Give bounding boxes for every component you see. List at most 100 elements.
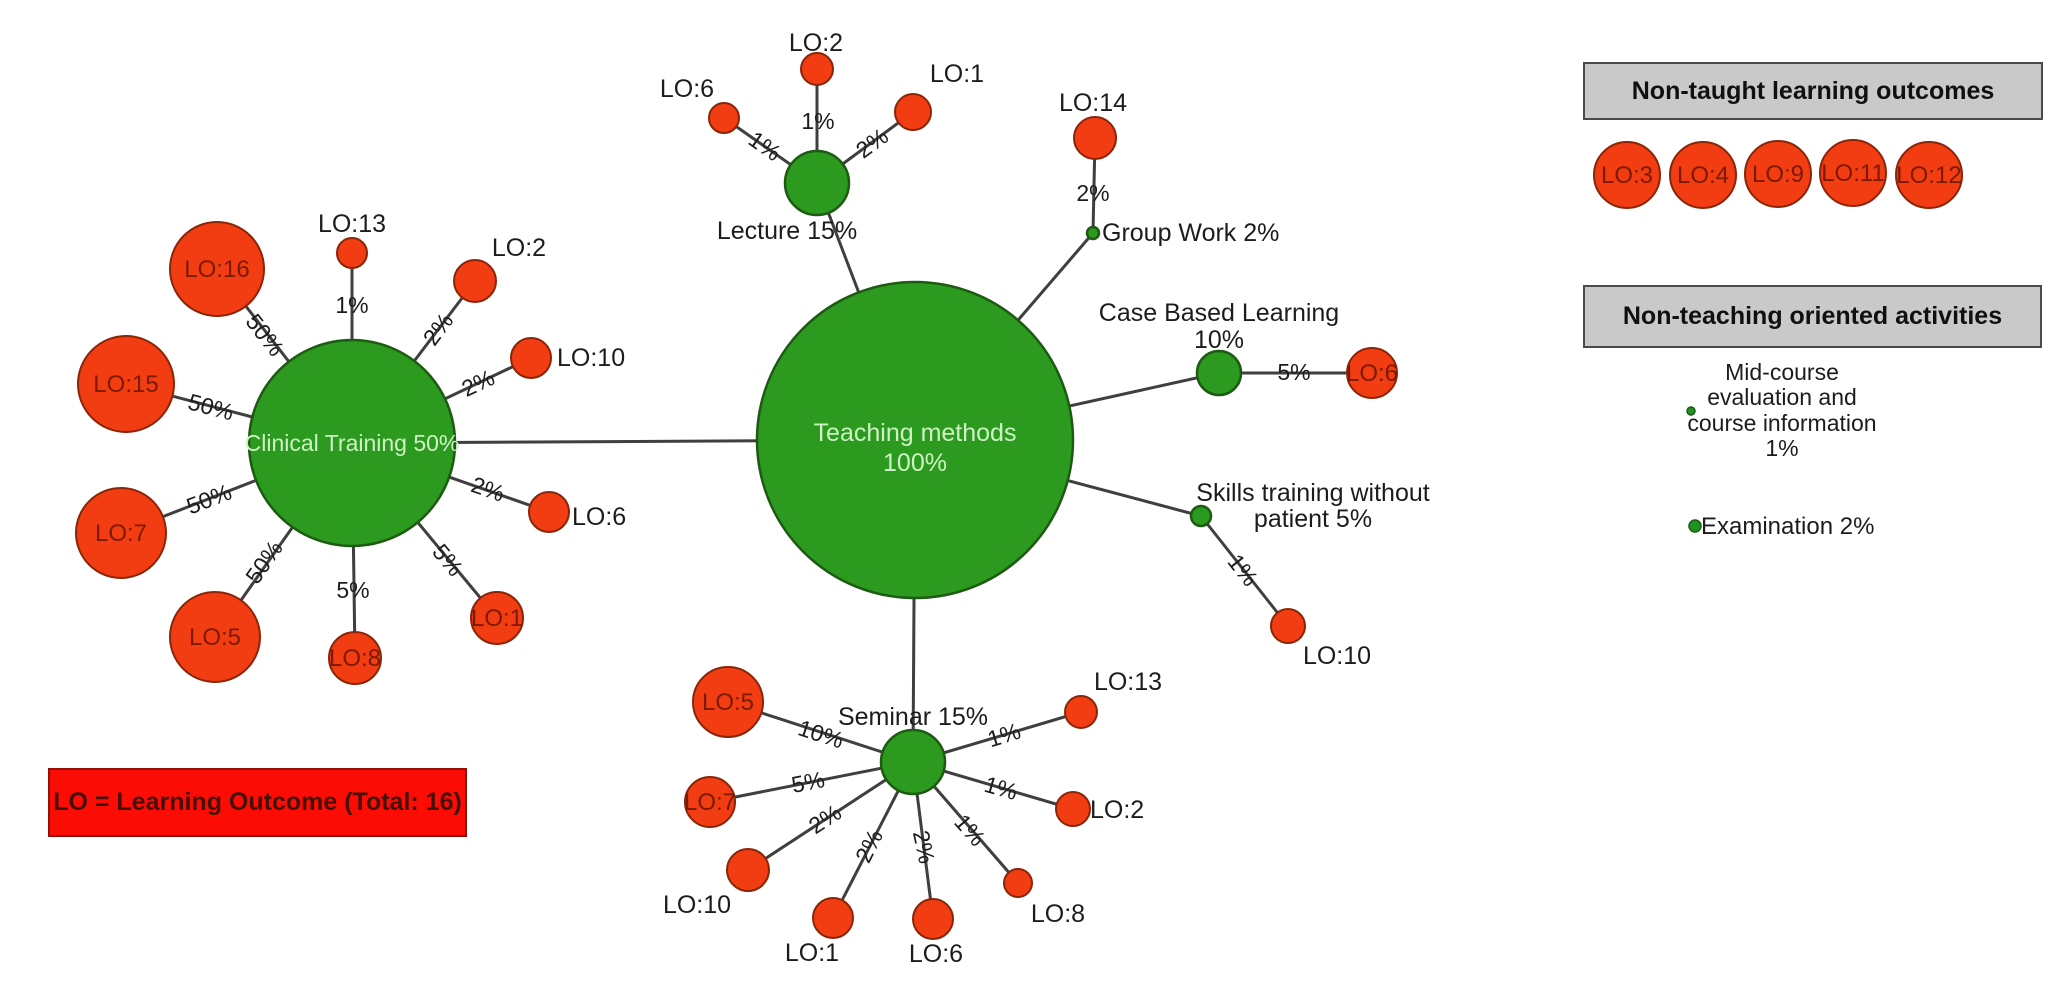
node-midcourse-dot <box>1686 406 1696 416</box>
legend-non-teaching-header: Non-teaching oriented activities <box>1583 285 2042 348</box>
edge-label-seminar-sem-lo6: 2% <box>908 828 940 866</box>
label-seminar-15: Seminar 15% <box>838 703 988 731</box>
node-lect-lo6 <box>708 102 740 134</box>
label-lo-8: LO:8 <box>1031 900 1085 928</box>
node-sem-lo7 <box>684 776 736 828</box>
label-lo-6: LO:6 <box>660 75 714 103</box>
label-skills-training-without: Skills training without <box>1196 479 1429 507</box>
label-lo-6: LO:6 <box>572 503 626 531</box>
node-skills <box>1189 504 1213 528</box>
label-lo-13: LO:13 <box>318 210 386 238</box>
node-label-nt-lo4: LO:4 <box>1677 162 1729 189</box>
node-cbl-lo6 <box>1346 347 1398 399</box>
node-sem-lo1 <box>812 897 854 939</box>
node-clinical <box>247 338 457 548</box>
label-lo-10: LO:10 <box>1303 642 1371 670</box>
edge-label-clinical-clin-lo2: 2% <box>418 308 459 350</box>
node-clin-lo7 <box>75 487 167 579</box>
node-sem-lo10 <box>726 848 770 892</box>
node-label-clin-lo1: LO:1 <box>471 605 523 632</box>
examination-label: Examination 2% <box>1701 513 1875 540</box>
node-sem-lo13 <box>1064 695 1098 729</box>
node-gw-lo14 <box>1073 116 1117 160</box>
label-lo-10: LO:10 <box>557 344 625 372</box>
node-label-sem-lo7: LO:7 <box>684 789 736 816</box>
node-skills-lo10 <box>1270 608 1306 644</box>
node-label-clin-lo15: LO:15 <box>93 371 158 398</box>
midcourse-line-3: course information <box>1687 409 1877 436</box>
node-label-sem-lo5: LO:5 <box>702 689 754 716</box>
label-lo-10: LO:10 <box>663 891 731 919</box>
node-label-nt-lo11: LO:11 <box>1821 160 1885 187</box>
node-lect-lo1 <box>894 93 932 131</box>
legend-non-teaching-title: Non-teaching oriented activities <box>1622 302 2003 330</box>
midcourse-line-1: Mid-course <box>1725 359 1839 385</box>
edge-seminar-sem-lo7 <box>709 760 914 804</box>
edge-label-lecture-lect-lo1: 2% <box>851 123 893 164</box>
node-clin-lo16 <box>169 221 265 317</box>
edge-label-clinical-clin-lo7: 50% <box>183 479 235 520</box>
node-clin-lo13 <box>336 237 368 269</box>
midcourse-evaluation-label: Mid-course evaluation and course informa… <box>1672 359 1892 462</box>
edge-label-clinical-clin-lo6: 2% <box>468 471 508 506</box>
node-sem-lo2 <box>1055 791 1091 827</box>
label-lo-2: LO:2 <box>1090 796 1144 824</box>
node-clin-lo1 <box>470 591 524 645</box>
edge-label-lecture-lect-lo6: 1% <box>744 126 786 166</box>
label-lo-1: LO:1 <box>785 939 839 967</box>
node-nt-lo9 <box>1744 140 1812 208</box>
node-lecture <box>783 149 851 217</box>
node-seminar <box>879 728 947 796</box>
label-lecture-15: Lecture 15% <box>717 217 857 245</box>
node-label-nt-lo9: LO:9 <box>1752 161 1804 188</box>
label-lo-1: LO:1 <box>930 60 984 88</box>
node-label-clinical: Clinical Training 50% <box>245 430 460 456</box>
label-case-based-learning: Case Based Learning <box>1099 299 1339 327</box>
node-clin-lo10 <box>510 337 552 379</box>
edge-label-skills-skills-lo10: 1% <box>1223 549 1264 591</box>
label-100: 100% <box>883 449 947 477</box>
edge-label-lecture-lect-lo2: 1% <box>801 108 834 134</box>
edge-label-clinical-clin-lo13: 1% <box>335 292 368 318</box>
edge-label-clinical-clin-lo8: 5% <box>336 577 369 603</box>
node-clin-lo6 <box>528 491 570 533</box>
node-label-nt-lo12: LO:12 <box>1896 162 1961 189</box>
node-label-cbl-lo6: LO:6 <box>1346 360 1398 387</box>
node-nt-lo4 <box>1669 141 1737 209</box>
node-nt-lo3 <box>1593 141 1661 209</box>
edge-label-seminar-sem-lo7: 5% <box>789 766 827 798</box>
node-sem-lo8 <box>1003 868 1033 898</box>
node-casebased <box>1195 349 1243 397</box>
edge-label-casebased-cbl-lo6: 5% <box>1277 359 1310 385</box>
key-box-label: LO = Learning Outcome (Total: 16) <box>53 788 462 816</box>
node-lect-lo2 <box>800 52 834 86</box>
node-label-clin-lo5: LO:5 <box>189 624 241 651</box>
node-groupwork <box>1085 225 1101 241</box>
label-group-work-2: Group Work 2% <box>1102 219 1279 247</box>
label-lo-6: LO:6 <box>909 940 963 968</box>
edge-label-clinical-clin-lo15: 50% <box>185 388 236 425</box>
legend-non-taught-title: Non-taught learning outcomes <box>1631 76 1995 105</box>
node-label-clin-lo7: LO:7 <box>95 520 147 547</box>
label-lo-2: LO:2 <box>789 29 843 57</box>
label-lo-2: LO:2 <box>492 234 546 262</box>
midcourse-line-2: evaluation and <box>1707 384 1857 411</box>
node-label-nt-lo3: LO:3 <box>1601 162 1653 189</box>
label-patient-5: patient 5% <box>1254 505 1372 533</box>
node-clin-lo8 <box>328 631 382 685</box>
node-clin-lo5 <box>169 591 261 683</box>
edge-label-seminar-sem-lo13: 1% <box>984 718 1023 753</box>
node-sem-lo6 <box>912 898 954 940</box>
node-clin-lo2 <box>453 259 497 303</box>
node-label-clin-lo16: LO:16 <box>184 256 249 283</box>
key-box: LO = Learning Outcome (Total: 16) <box>48 768 467 837</box>
node-nt-lo12 <box>1895 141 1963 209</box>
node-examination-dot <box>1688 519 1702 533</box>
edge-label-clinical-clin-lo10: 2% <box>457 364 498 402</box>
node-clin-lo15 <box>77 335 175 433</box>
node-teaching <box>755 280 1075 600</box>
label-lo-13: LO:13 <box>1094 668 1162 696</box>
legend-non-taught-header: Non-taught learning outcomes <box>1583 62 2043 120</box>
